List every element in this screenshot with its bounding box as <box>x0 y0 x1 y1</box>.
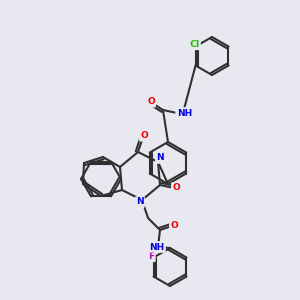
Text: O: O <box>147 98 155 106</box>
Text: NH: NH <box>148 242 164 251</box>
Text: NH: NH <box>177 109 193 118</box>
Text: Cl: Cl <box>189 40 200 49</box>
Text: O: O <box>172 184 180 193</box>
Text: O: O <box>140 131 148 140</box>
Text: NH: NH <box>176 109 192 118</box>
Text: N: N <box>135 199 143 208</box>
Text: NH: NH <box>149 242 165 251</box>
Text: N: N <box>136 197 144 206</box>
Text: N: N <box>156 154 164 163</box>
Text: N: N <box>156 154 164 163</box>
Text: F: F <box>148 252 154 261</box>
Text: O: O <box>170 220 178 230</box>
